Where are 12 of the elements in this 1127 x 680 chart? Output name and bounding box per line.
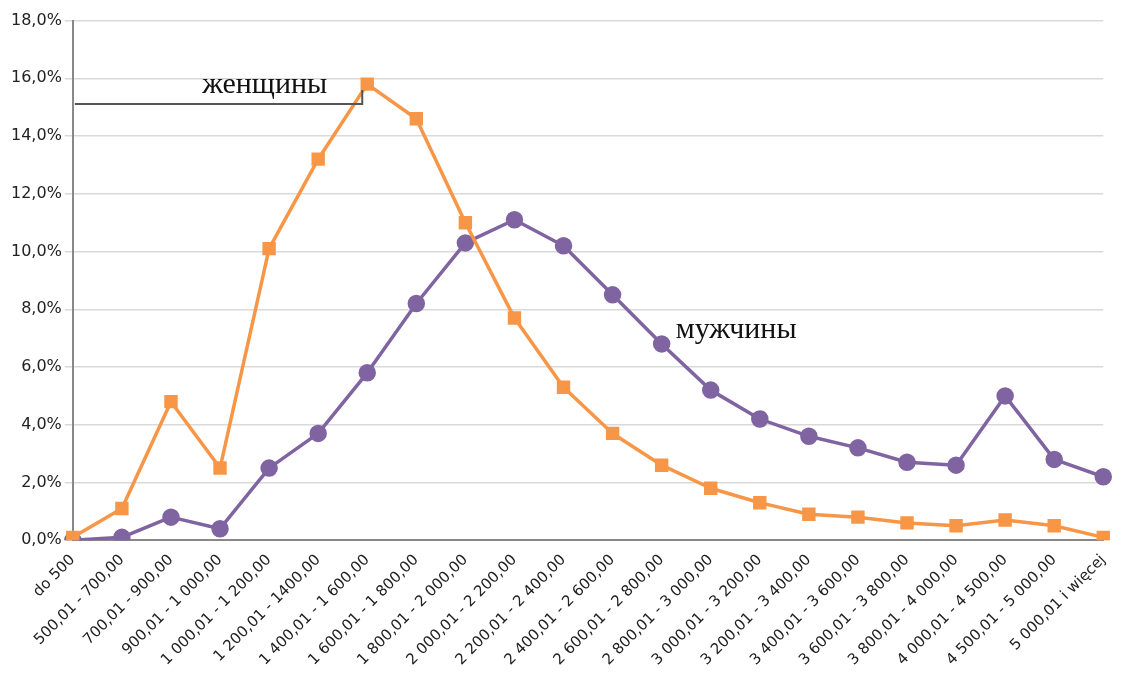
y-tick-label: 8,0% — [21, 298, 62, 318]
y-tick-label: 12,0% — [11, 182, 62, 202]
series-label: женщины — [201, 65, 328, 99]
y-tick-label: 6,0% — [21, 356, 62, 376]
y-tick-label: 10,0% — [11, 240, 62, 260]
y-tick-label: 14,0% — [11, 125, 62, 145]
y-tick-label: 0,0% — [21, 529, 62, 549]
y-tick-label: 2,0% — [21, 471, 62, 491]
y-tick-label: 4,0% — [21, 413, 62, 433]
series-label: мужчины — [675, 310, 797, 344]
y-tick-label: 18,0% — [11, 9, 62, 29]
y-tick-label: 16,0% — [11, 67, 62, 87]
